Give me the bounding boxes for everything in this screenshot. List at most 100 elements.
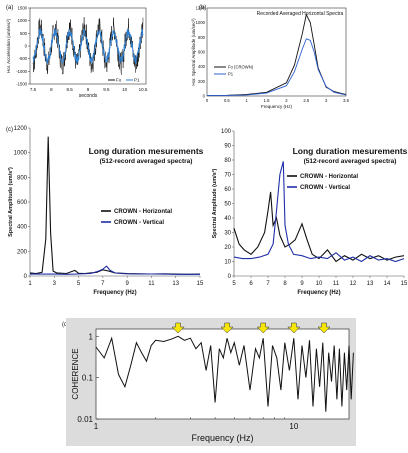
panel-b-ytick-label: 1000 (196, 20, 206, 25)
panel-a-xlabel: seconds (79, 93, 98, 99)
panel-c-left-ytick-label: 0 (24, 274, 28, 280)
panel-a-xtick-label: 9 (87, 87, 90, 92)
panel-a-ytick-label: 500 (20, 31, 28, 36)
panel-d-coherence-line (95, 335, 354, 412)
panel-a-ylabel: Hor. Acceleration (um/sec²) (6, 18, 11, 73)
panel-c-left-legend-label: CROWN - Vertical (114, 220, 164, 226)
panel-c-right-legend-label: CROWN - Vertical (300, 185, 350, 191)
panel-b-ytick-label: 0 (203, 94, 206, 99)
panel-a-xtick-label: 10.5 (139, 87, 148, 92)
panel-a-series-line (32, 28, 144, 65)
panel-a-legend-label: Fo (116, 78, 122, 83)
panel-c-right-xtick-label: 8 (283, 281, 287, 287)
panel-a-xtick-label: 8.5 (67, 87, 74, 92)
panel-c-right-title: Long duration mesurements (293, 146, 408, 156)
panel-c-left-xtick-label: 1 (28, 281, 32, 287)
panel-d-frame (95, 328, 350, 420)
panel-c-right-ytick-label: 60 (224, 187, 231, 193)
panel-c-right-ytick-label: 50 (224, 202, 231, 208)
panel-d-label: (d) (62, 322, 69, 328)
panel-c-right-xtick-label: 13 (367, 281, 374, 287)
panel-d-ytick-label: 0.01 (77, 415, 93, 424)
panel-c-right-series-line (233, 191, 405, 263)
panel-d-peak-arrow (287, 322, 301, 334)
panel-c-left-ytick-label: 600 (17, 200, 28, 206)
panel-c-right-ytick-label: 0 (228, 274, 232, 280)
panel-c-left-ytick-label: 200 (17, 249, 28, 255)
panel-c-right-xtick-label: 15 (401, 281, 408, 287)
panel-c-right-ytick-label: 70 (224, 173, 231, 179)
panel-b-ytick-label: 200 (198, 79, 206, 84)
panel-c-left-xlabel: Frequency (Hz) (93, 290, 136, 296)
panel-b-xtick-label: 2 (285, 98, 288, 103)
panel-a-ytick-label: 1500 (18, 6, 28, 11)
panel-c-right-ytick-label: 80 (224, 158, 231, 164)
panel-c-right-xtick-label: 9 (300, 281, 304, 287)
panel-a-ytick-label: 0 (25, 44, 28, 49)
panel-c-right-xlabel: Frequency (Hz) (297, 290, 340, 296)
panel-b-ytick-label: 600 (198, 50, 206, 55)
panel-c-right-xtick-label: 10 (316, 281, 323, 287)
panel-a-xtick-label: 8 (50, 87, 53, 92)
panel-c-right-ytick-label: 40 (224, 216, 231, 222)
panel-c-left-label: (c) (6, 127, 13, 133)
panel-c-left-series-line (30, 265, 200, 275)
panel-c-right-ytick-label: 10 (224, 260, 231, 266)
panel-a-legend-label: P1 (134, 78, 140, 83)
panel-a-ytick-label: -500 (19, 56, 28, 61)
panel-c-right-ytick-label: 30 (224, 231, 231, 237)
panel-b-xtick-label: 1 (246, 98, 249, 103)
panel-a-label: (a) (6, 5, 13, 11)
panel-c-left-ytick-label: 400 (17, 225, 28, 231)
panel-a-ytick-label: 1000 (18, 18, 28, 23)
panel-c-left-ytick-label: 1200 (14, 126, 28, 132)
panel-c-left-xtick-label: 15 (197, 281, 204, 287)
panel-d-xtick-label: 1 (94, 422, 99, 431)
panel-d-ylabel: COHERENCE (71, 348, 80, 399)
panel-b-legend-label: P1 (228, 72, 234, 77)
panel-c-right-xtick-label: 11 (333, 281, 340, 287)
panel-b-label: (b) (199, 5, 206, 11)
panel-b-xtick-label: 0 (206, 98, 209, 103)
panel-d-peak-arrow (220, 322, 234, 334)
panel-c-left-subtitle: (512-record averaged spectra) (100, 158, 193, 165)
panel-b-xtick-label: 1.5 (264, 98, 270, 103)
panel-b-title: Recorded Averaged Horizontal Spectra (257, 11, 344, 17)
panel-c-right-xtick-label: 6 (249, 281, 253, 287)
panel-c-left-xtick-label: 13 (172, 281, 179, 287)
panel-c-left-xtick-label: 3 (53, 281, 57, 287)
panel-c-right-ytick-label: 100 (221, 129, 232, 135)
panel-b-xtick-label: 3 (325, 98, 328, 103)
panel-d-xtick-label: 10 (289, 422, 298, 431)
panel-d-xlabel: Frequency (Hz) (191, 433, 253, 443)
panel-b-legend-label: Fo (CROWN) (228, 65, 254, 70)
panel-c-left-title: Long duration mesurements (89, 146, 204, 156)
panel-c-left-ylabel: Spectral Amplitude (um/s²) (7, 167, 14, 237)
panel-b-series-line (206, 38, 347, 97)
panel-c-left-ytick-label: 800 (17, 175, 28, 181)
panel-c-right-subtitle: (512-record averaged spectra) (304, 158, 397, 165)
panel-a-xtick-label: 10 (122, 87, 128, 92)
panel-c-right-xtick-label: 12 (350, 281, 357, 287)
panel-c-right-xtick-label: 5 (232, 281, 236, 287)
panel-c-right-ytick-label: 90 (224, 144, 231, 150)
panel-d-ytick-label: 0.1 (82, 374, 94, 383)
panel-a-xtick-label: 7.5 (30, 87, 37, 92)
panel-c-left-xtick-label: 9 (125, 281, 129, 287)
panel-b-frame (206, 7, 347, 97)
panel-b-ytick-label: 800 (198, 35, 206, 40)
panel-b-xtick-label: 2.5 (303, 98, 309, 103)
panel-c-left-xtick-label: 5 (77, 281, 81, 287)
panel-c-right-xtick-label: 14 (384, 281, 391, 287)
panel-c-left-legend-label: CROWN - Horizontal (114, 209, 172, 215)
panel-c-left-xtick-label: 7 (101, 281, 105, 287)
panel-d-peak-arrow (256, 322, 270, 334)
panel-b-ytick-label: 400 (198, 64, 206, 69)
panel-c-left-ytick-label: 1000 (14, 151, 28, 157)
panel-b-xtick-label: 0.5 (224, 98, 230, 103)
panel-b-ytick-label: 1200 (196, 6, 206, 11)
panel-d-peak-arrow (171, 322, 185, 334)
panel-c-right-xtick-label: 7 (266, 281, 270, 287)
panel-a-ytick-label: -1500 (16, 82, 27, 87)
